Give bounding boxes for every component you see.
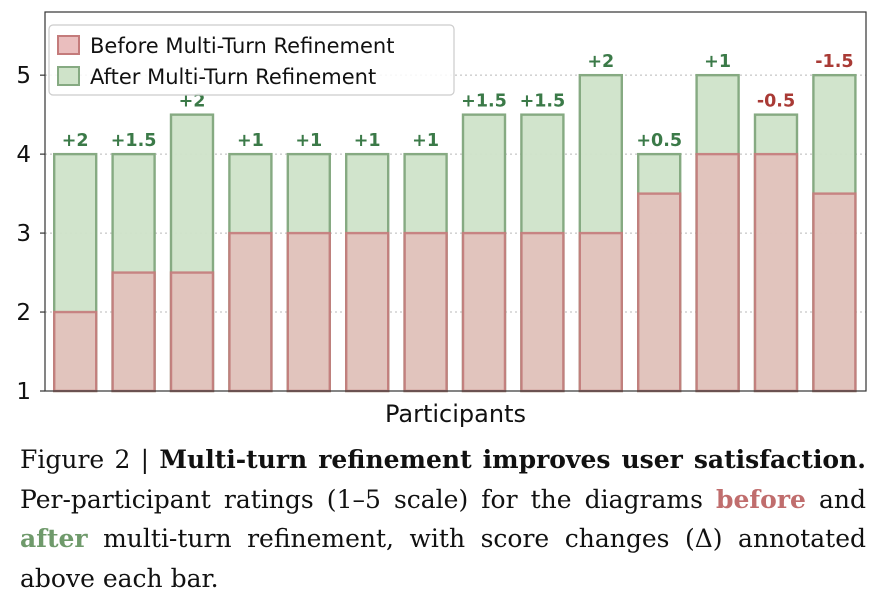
- gridlines: [45, 74, 866, 313]
- delta-label: +1: [704, 52, 731, 72]
- before-bar: [286, 231, 331, 393]
- legend: Before Multi-Turn Refinement After Multi-…: [48, 24, 455, 96]
- delta-label: +2: [62, 131, 89, 151]
- delta-label: +0.5: [636, 131, 682, 151]
- before-bar: [461, 231, 507, 393]
- legend-box: [48, 24, 455, 96]
- y-tick-label: 5: [16, 63, 31, 89]
- legend-swatch: [57, 66, 80, 86]
- y-tick-label: 2: [16, 300, 31, 326]
- delta-label: -1.5: [815, 52, 853, 72]
- plot-frame: [44, 11, 867, 392]
- caption-after-word: after: [20, 524, 88, 553]
- caption-title: Multi-turn refinement improves user sati…: [159, 445, 866, 474]
- delta-label: +1.5: [520, 92, 566, 112]
- caption-prefix: Figure 2 |: [20, 445, 160, 474]
- delta-label: -0.5: [757, 92, 795, 112]
- y-tick-label: 3: [16, 221, 31, 247]
- bars: [53, 73, 857, 393]
- before-bar: [111, 271, 156, 393]
- delta-label: +1.5: [461, 92, 507, 112]
- delta-label: +2: [587, 52, 614, 72]
- y-axis-ticks: 1 2 3 4 5: [16, 63, 45, 405]
- delta-label: +1: [412, 131, 439, 151]
- before-bar: [753, 152, 799, 393]
- bar-chart: +2 +1.5 +2 +1 +1 +1 +1 +1.5 +1.5 +2 +0.5 +1 -0.5 -1.5…: [16, 11, 867, 428]
- before-bar: [228, 231, 273, 393]
- before-bar: [53, 310, 98, 393]
- delta-labels: +2 +1.5 +2 +1 +1 +1 +1 +1.5 +1.5 +2 +0.5 +1 -0.5 -1.5: [62, 52, 854, 151]
- before-bar: [345, 231, 390, 393]
- before-bar: [403, 231, 448, 393]
- before-bar: [637, 192, 682, 393]
- caption-text-3: multi-turn refinement, with score change…: [20, 524, 866, 593]
- before-bar: [520, 231, 565, 393]
- axes-frame: [44, 11, 867, 392]
- caption-text-1: Per-participant ratings (1–5 scale) for …: [20, 484, 716, 514]
- before-bar: [578, 231, 623, 393]
- before-bar: [812, 192, 857, 393]
- figure-caption: Figure 2 | Multi-turn refinement improve…: [20, 440, 866, 598]
- delta-label: +1: [295, 131, 322, 151]
- y-tick-label: 1: [16, 379, 31, 405]
- before-bar: [169, 271, 215, 393]
- legend-label: After Multi-Turn Refinement: [90, 65, 376, 89]
- y-tick-label: 4: [16, 142, 31, 168]
- delta-label: +1: [237, 131, 264, 151]
- legend-label: Before Multi-Turn Refinement: [90, 34, 394, 58]
- delta-label: +1.5: [111, 131, 157, 151]
- delta-label: +1: [354, 131, 381, 151]
- before-bar: [695, 152, 740, 393]
- legend-swatch: [57, 35, 80, 55]
- caption-before-word: before: [716, 484, 806, 514]
- x-axis-label: Participants: [385, 400, 526, 428]
- delta-label: +2: [179, 92, 206, 112]
- caption-text-2: and: [805, 484, 866, 514]
